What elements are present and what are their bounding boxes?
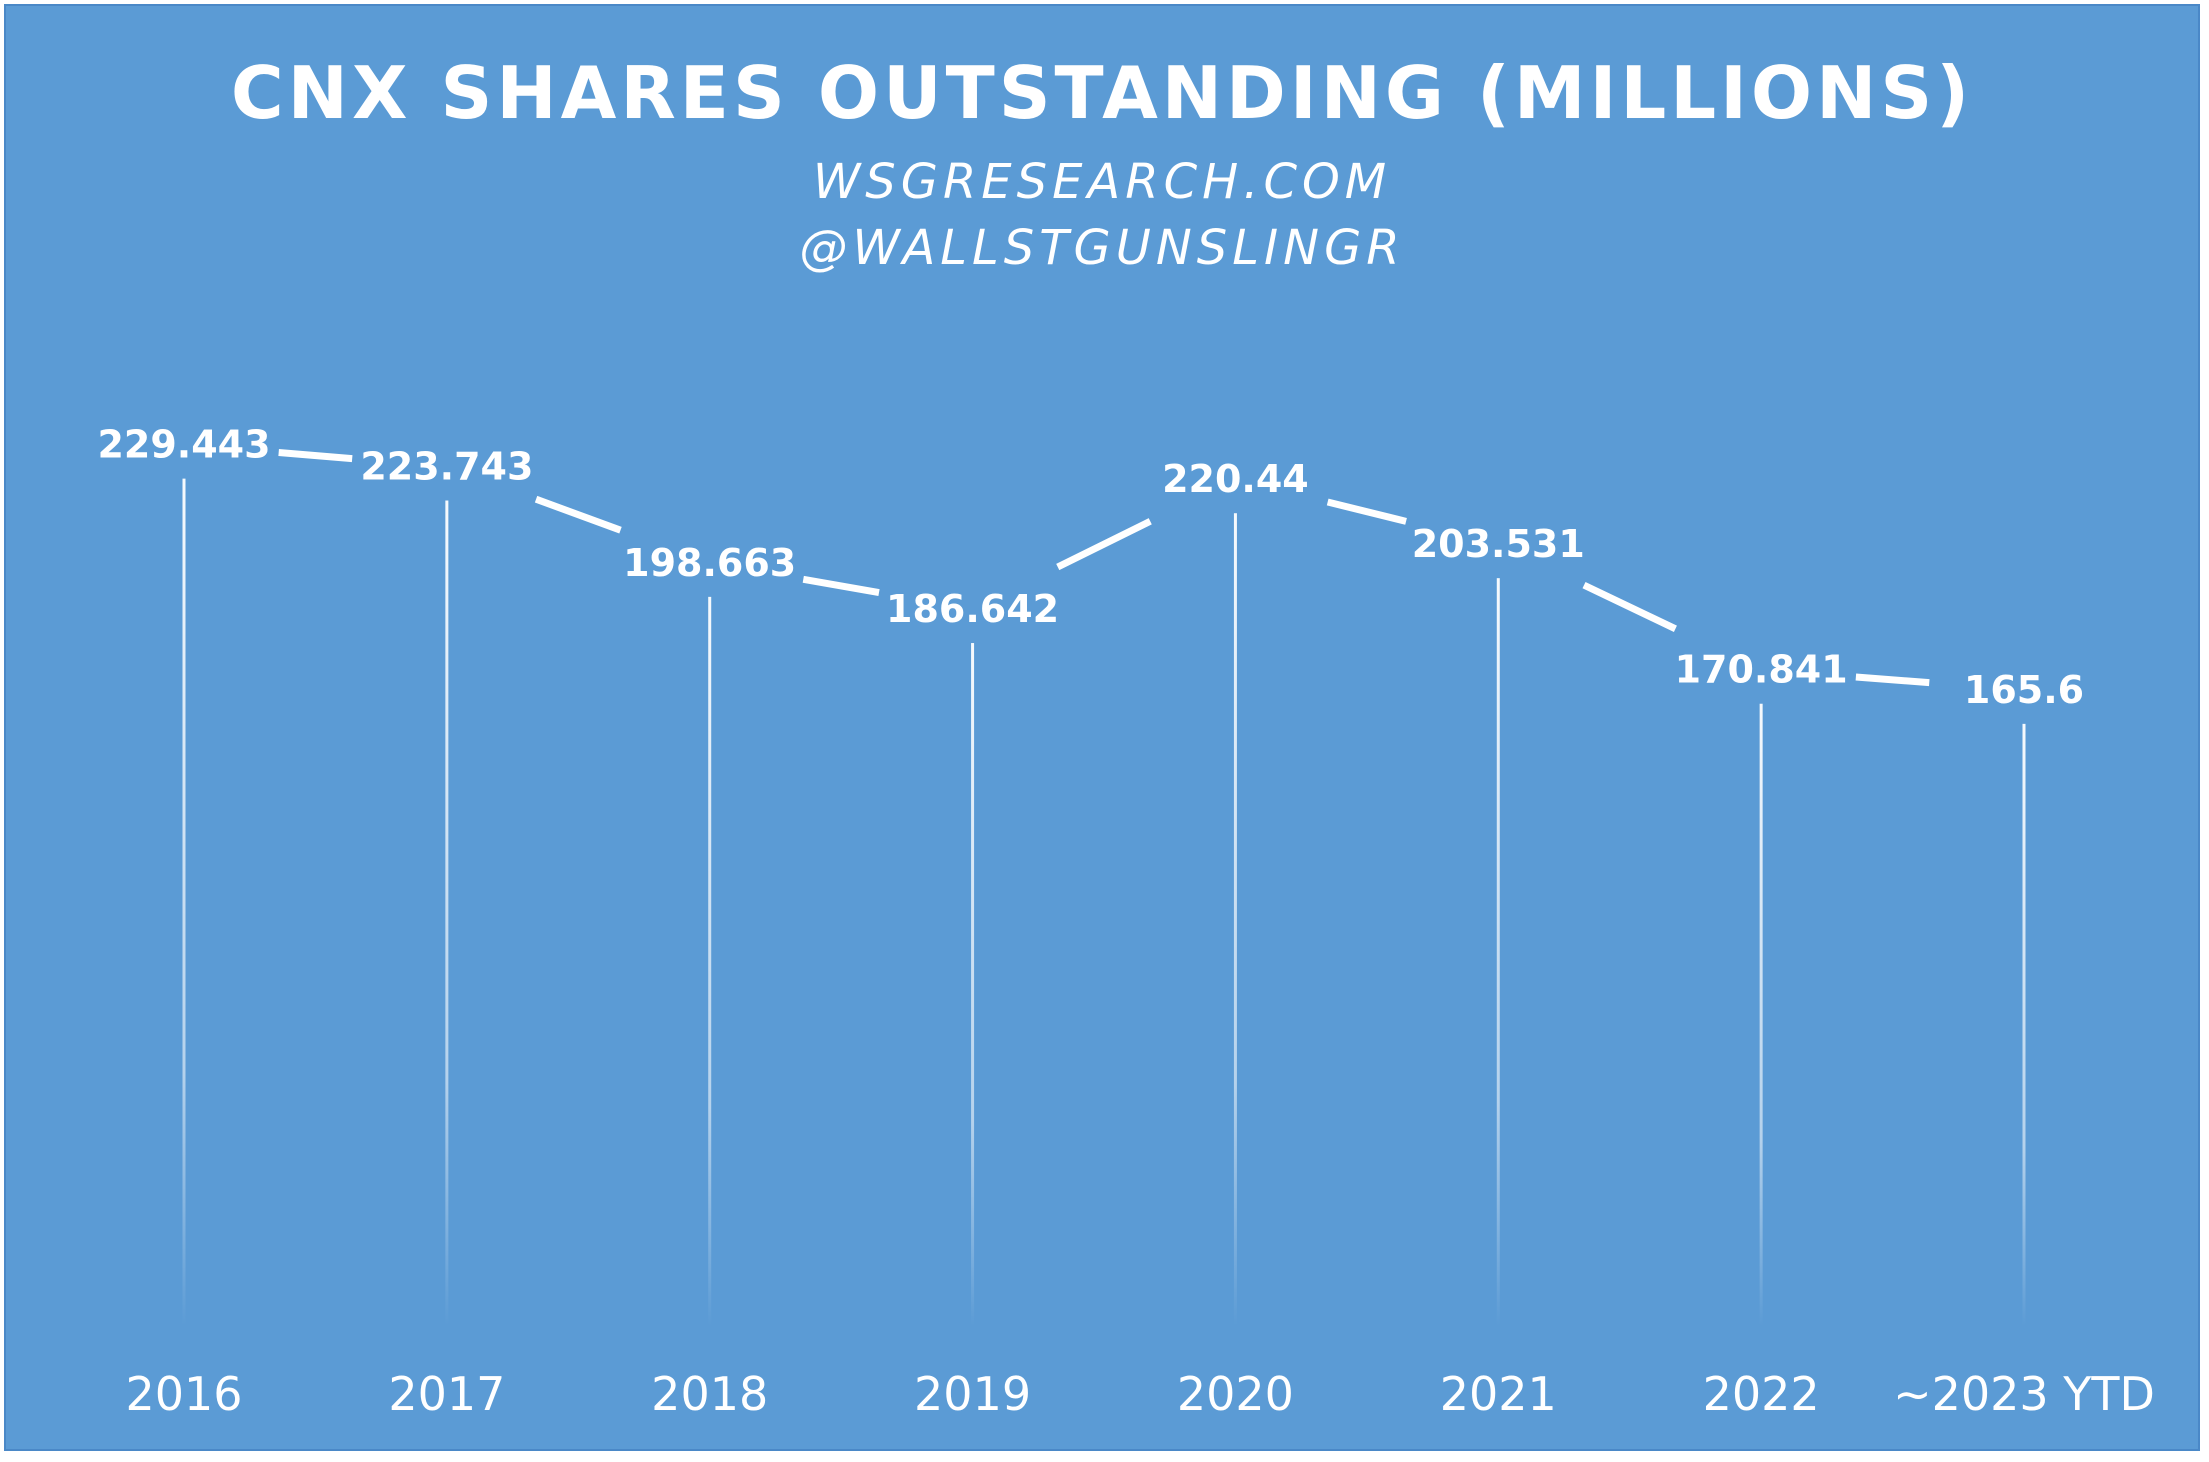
data-label-2022: 170.841 (1675, 648, 1848, 692)
line-segment-1 (278, 449, 353, 463)
line-segment-3 (802, 575, 880, 597)
data-label-2017: 223.743 (360, 445, 533, 489)
line-segment-2 (534, 495, 622, 534)
data-label-2020: 220.44 (1162, 457, 1309, 501)
series-line (278, 449, 1930, 687)
line-segment-6 (1582, 581, 1677, 632)
x-tick-label-2020: 2020 (1177, 1367, 1294, 1421)
value-labels: 229.443 223.743 198.663 186.642 220.44 203.53… (97, 423, 2084, 712)
data-label-2019: 186.642 (886, 587, 1059, 631)
data-label-2018: 198.663 (623, 541, 796, 585)
drop-line-2018 (708, 596, 712, 1326)
drop-line-2016 (182, 478, 186, 1326)
x-tick-label-2016: 2016 (125, 1367, 242, 1421)
chart-subtitle-website: WSGRESEARCH.COM (812, 154, 1392, 210)
drop-line-2022 (1759, 703, 1763, 1326)
drop-line-2017 (445, 500, 449, 1326)
chart-area: CNX SHARES OUTSTANDING (MILLIONS) WSGRES… (4, 4, 2200, 1451)
drop-line-2023ytd (2022, 723, 2026, 1326)
x-tick-label-2017: 2017 (388, 1367, 505, 1421)
x-tick-label-2018: 2018 (651, 1367, 768, 1421)
x-tick-label-2022: 2022 (1703, 1367, 1820, 1421)
line-segment-4 (1056, 518, 1152, 571)
x-tick-label-2021: 2021 (1440, 1367, 1557, 1421)
line-segment-5 (1326, 498, 1407, 525)
x-tick-label-2023ytd: ~2023 YTD (1893, 1367, 2155, 1421)
drop-line-2020 (1233, 513, 1237, 1326)
chart-subtitle-handle: @WALLSTGUNSLINGR (799, 220, 1405, 276)
x-tick-label-2019: 2019 (914, 1367, 1031, 1421)
drop-line-2021 (1496, 578, 1500, 1326)
line-segment-7 (1855, 673, 1930, 687)
data-label-2016: 229.443 (97, 423, 270, 467)
category-labels: 2016 2017 2018 2019 2020 2021 2022 ~2023 YTD (125, 1367, 2154, 1421)
chart-title: CNX SHARES OUTSTANDING (MILLIONS) (230, 51, 1974, 135)
drop-lines (182, 478, 2026, 1326)
data-label-2021: 203.531 (1412, 522, 1585, 566)
drop-line-2019 (971, 643, 975, 1326)
data-label-2023ytd: 165.6 (1964, 668, 2084, 712)
